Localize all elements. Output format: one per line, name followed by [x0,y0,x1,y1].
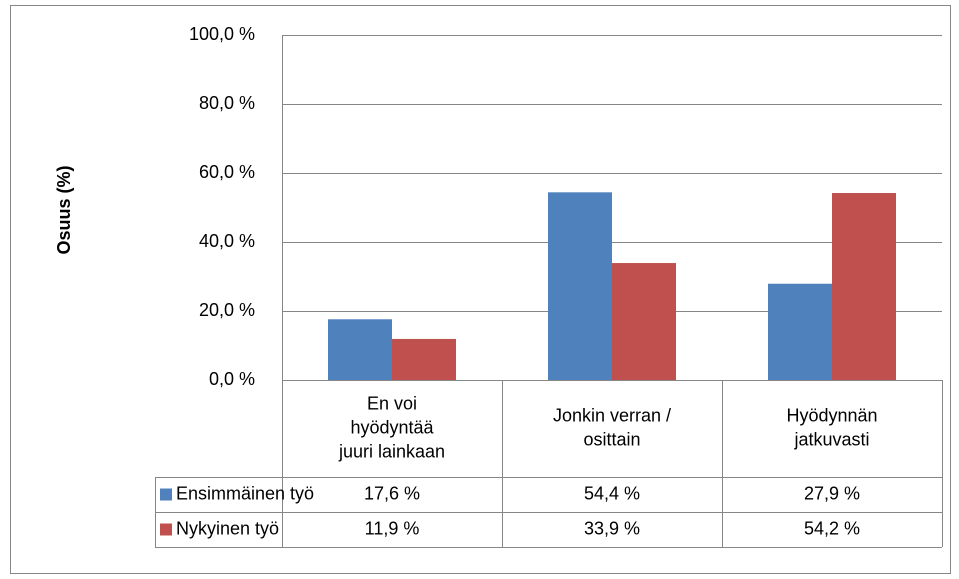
table-value: 17,6 % [364,483,420,503]
bar [392,338,456,380]
bar [612,263,676,380]
y-tick-label: 80,0 % [199,93,255,113]
y-tick-label: 0,0 % [209,369,255,389]
table-value: 27,9 % [804,483,860,503]
bar [768,283,832,380]
x-tick-label: Hyödynnän [786,405,877,425]
table-value: 11,9 % [365,518,420,538]
x-tick-label: hyödyntää [350,417,434,437]
x-tick-label: juuri lainkaan [338,441,445,461]
x-tick-label: En voi [367,393,417,413]
y-tick-label: 40,0 % [199,231,255,251]
y-tick-label: 20,0 % [199,300,255,320]
legend-swatch [160,523,172,536]
x-tick-label: osittain [583,429,640,449]
bar [548,192,612,380]
y-tick-label: 100,0 % [189,24,255,44]
table-value: 54,2 % [804,518,860,538]
y-tick-label: 60,0 % [199,162,255,182]
bar [328,319,392,380]
table-value: 54,4 % [584,483,640,503]
table-value: 33,9 % [584,518,640,538]
bar [832,193,896,380]
legend-swatch [160,488,172,501]
x-tick-label: Jonkin verran / [553,405,671,425]
legend-label: Ensimmäinen työ [176,483,314,503]
legend-label: Nykyinen työ [176,518,279,538]
x-tick-label: jatkuvasti [793,429,869,449]
y-axis-label: Osuus (%) [54,165,74,254]
